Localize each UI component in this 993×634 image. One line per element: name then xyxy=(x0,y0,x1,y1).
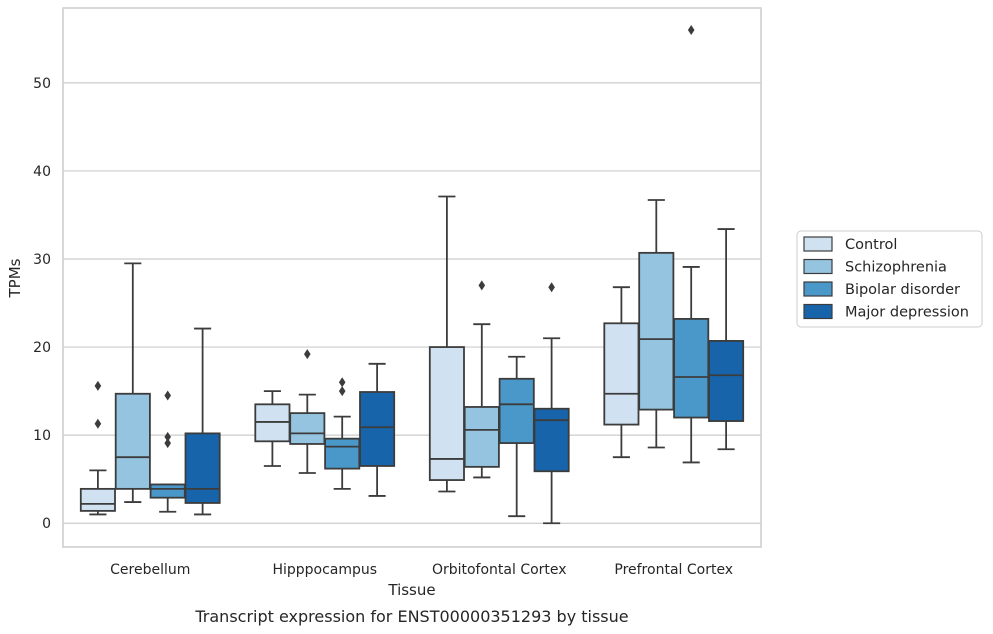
plot-area-frame xyxy=(62,7,762,548)
outlier-point xyxy=(94,380,102,391)
x-axis-ticks: Cerebellum Hipppocampus Orbitofontal Corte… xyxy=(110,562,733,578)
box-iqr xyxy=(149,483,186,499)
y-tick-label: 0 xyxy=(42,516,51,532)
outlier-point xyxy=(548,282,555,293)
x-tick-label: Hipppocampus xyxy=(272,562,377,578)
box xyxy=(149,390,186,513)
box xyxy=(324,377,361,490)
box xyxy=(428,195,465,493)
box-iqr xyxy=(498,377,535,444)
x-tick-label: Prefrontal Cortex xyxy=(614,562,733,578)
box xyxy=(184,327,221,516)
outlier-point xyxy=(164,431,171,442)
x-axis-label: Tissue xyxy=(387,581,435,599)
box-iqr xyxy=(428,346,465,481)
box xyxy=(673,25,710,464)
legend-item: Control xyxy=(803,236,897,253)
legend-item: Major depression xyxy=(803,303,969,321)
box-iqr xyxy=(638,251,675,411)
outlier-point xyxy=(338,377,346,388)
box xyxy=(533,282,570,525)
legend-label: Schizophrenia xyxy=(845,260,947,276)
legend-swatch xyxy=(803,281,833,297)
box xyxy=(79,380,116,516)
y-tick-label: 30 xyxy=(33,252,51,268)
legend-label: Control xyxy=(845,237,897,253)
box xyxy=(114,262,151,503)
legend-item: Bipolar disorder xyxy=(803,281,960,298)
outlier-point xyxy=(164,438,171,449)
legend-label: Major depression xyxy=(845,305,969,321)
box-iqr xyxy=(673,317,710,419)
x-tick-label: Cerebellum xyxy=(110,562,190,578)
outlier-point xyxy=(304,349,311,360)
legend-label: Bipolar disorder xyxy=(845,282,960,298)
legend-swatch xyxy=(803,303,833,320)
legend-item: Schizophrenia xyxy=(803,258,947,276)
outlier-point xyxy=(687,25,695,36)
series-major-depression xyxy=(184,228,745,525)
box-iqr xyxy=(359,391,396,467)
box-plot-series xyxy=(79,25,745,525)
box xyxy=(254,390,291,467)
box-iqr xyxy=(708,340,745,422)
box-iqr xyxy=(79,487,116,512)
box xyxy=(289,349,326,474)
outlier-point xyxy=(94,418,102,429)
legend-swatch xyxy=(803,258,833,275)
box-iqr xyxy=(603,322,640,426)
box-iqr xyxy=(289,412,326,445)
box-iqr xyxy=(114,392,151,490)
box xyxy=(603,286,640,459)
outlier-point xyxy=(164,390,171,401)
outlier-point xyxy=(478,280,486,291)
legend-frame xyxy=(796,230,983,328)
y-tick-label: 50 xyxy=(33,76,51,92)
box xyxy=(708,228,745,451)
y-tick-label: 40 xyxy=(33,164,51,180)
box xyxy=(638,199,675,449)
x-tick-label: Orbitofontal Cortex xyxy=(432,562,567,578)
series-control xyxy=(79,195,640,516)
legend: Control Schizophrenia Bipolar disorder Majo… xyxy=(796,230,983,328)
box xyxy=(463,280,500,479)
box xyxy=(359,362,396,497)
outlier-point xyxy=(338,386,346,397)
y-axis-label: TPMs xyxy=(6,258,24,298)
legend-swatch xyxy=(803,236,833,252)
y-tick-label: 10 xyxy=(33,428,51,444)
box-iqr xyxy=(324,437,361,470)
y-axis-ticks: 0 10 20 30 40 50 xyxy=(33,76,51,532)
grid-lines xyxy=(63,82,761,524)
series-bipolar-disorder xyxy=(149,25,710,518)
box-iqr xyxy=(184,432,221,504)
y-tick-label: 20 xyxy=(33,340,51,356)
box-iqr xyxy=(533,407,570,473)
box xyxy=(498,355,535,518)
chart-caption: Transcript expression for ENST0000035129… xyxy=(194,607,628,626)
series-schizophrenia xyxy=(114,199,675,503)
box-iqr xyxy=(463,406,500,468)
